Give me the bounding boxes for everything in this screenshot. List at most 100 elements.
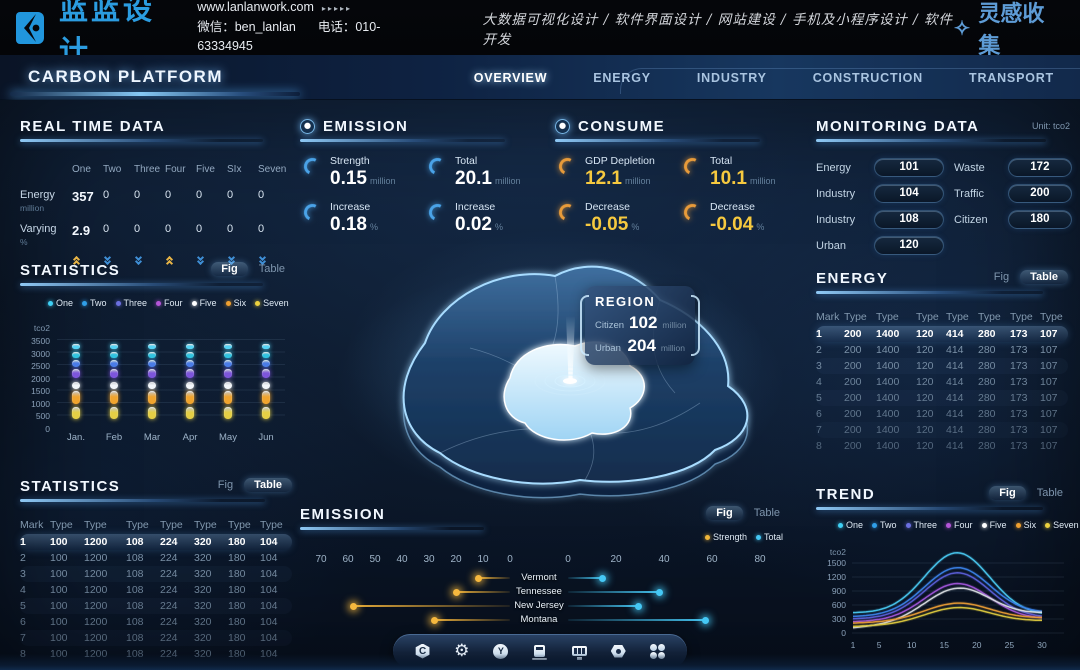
column-header: Type: [916, 311, 939, 323]
table-row[interactable]: 8 100 1200 108 224 320 180 104: [20, 646, 292, 662]
table-row[interactable]: 1 200 1400 120 414 280 173 107: [816, 326, 1068, 342]
cell-value: 357: [72, 189, 94, 204]
energy-table-panel: ENERGY Fig Table Mark Type Type Type Type Typ…: [816, 270, 1068, 454]
nav-item-industry[interactable]: INDUSTRY: [696, 70, 767, 85]
stat-unit: %: [369, 222, 378, 232]
trend-series-line: [852, 606, 1042, 628]
trend-legend-item[interactable]: Four: [946, 520, 973, 530]
emission-legend-item[interactable]: Total: [755, 532, 783, 542]
arc-gauge-icon: [556, 155, 579, 178]
chart-capsule-segment: [110, 344, 118, 350]
website-link[interactable]: www.lanlanwork.com: [197, 0, 314, 15]
table-row[interactable]: 6 200 1400 120 414 280 173 107: [816, 406, 1068, 422]
table-row[interactable]: 4 200 1400 120 414 280 173 107: [816, 374, 1068, 390]
total-dot: [634, 602, 642, 610]
fig-tab[interactable]: Fig: [217, 479, 234, 491]
consume-orb-icon: [555, 119, 570, 134]
table-row[interactable]: 8 200 1400 120 414 280 173 107: [816, 438, 1068, 454]
region-map[interactable]: [330, 228, 790, 510]
shield-c-icon[interactable]: C: [412, 640, 434, 662]
charging-station-icon[interactable]: [529, 640, 551, 662]
nav-item-transport[interactable]: TRANSPORT: [969, 70, 1054, 85]
table-tab[interactable]: Table: [258, 263, 285, 275]
table-tab[interactable]: Table: [753, 507, 780, 519]
region-tooltip[interactable]: REGION Citizen 102 million Urban 204 million: [580, 286, 700, 365]
cell-value: 120: [916, 440, 934, 452]
cell-value: 4: [816, 376, 822, 388]
table-row[interactable]: 2 100 1200 108 224 320 180 104: [20, 550, 292, 566]
arc-gauge-icon: [301, 201, 324, 224]
trend-legend-item[interactable]: Six: [1015, 520, 1036, 530]
table-tab[interactable]: Table: [1036, 487, 1063, 499]
cell-value: 320: [194, 632, 212, 644]
table-row[interactable]: 3 100 1200 108 224 320 180 104: [20, 566, 292, 582]
cell-value: 107: [1040, 408, 1058, 420]
nav-item-energy[interactable]: ENERGY: [593, 70, 651, 85]
svg-text:0: 0: [841, 628, 846, 638]
monitoring-row: Urban 120: [816, 236, 954, 255]
cell-value: 224: [160, 632, 178, 644]
emission-stat-items: Strength 0.15 million Total 20.1 million Incre…: [301, 155, 550, 234]
trend-legend-item[interactable]: Five: [981, 520, 1007, 530]
table-row[interactable]: 5 200 1400 120 414 280 173 107: [816, 390, 1068, 406]
inspiration-collect[interactable]: ✧ 灵感收集: [954, 0, 1060, 60]
row-unit: %: [20, 237, 28, 247]
table-row[interactable]: 6 100 1200 108 224 320 180 104: [20, 614, 292, 630]
total-bar: [568, 605, 638, 607]
statistics-legend-item[interactable]: Four: [156, 298, 183, 308]
gear-icon[interactable]: ⚙: [454, 640, 470, 661]
statistics-legend-item[interactable]: Three: [115, 298, 147, 308]
energy-data-table: Mark Type Type Type Type Type Type Type 1 200 1400…: [816, 308, 1068, 454]
stat-label: Increase: [330, 201, 371, 213]
stat-unit: %: [494, 222, 503, 232]
table-row[interactable]: 2 200 1400 120 414 280 173 107: [816, 342, 1068, 358]
cell-value: 280: [978, 440, 996, 452]
table-row[interactable]: 4 100 1200 108 224 320 180 104: [20, 582, 292, 598]
fig-tab[interactable]: Fig: [993, 271, 1010, 283]
apps-grid-icon[interactable]: [646, 640, 668, 662]
trend-legend-item[interactable]: Two: [872, 520, 897, 530]
row-label: Varying%: [20, 213, 72, 247]
nav-item-overview[interactable]: OVERVIEW: [473, 70, 548, 85]
x-tick-label: Mar: [143, 432, 161, 443]
trend-legend-item[interactable]: Seven: [1045, 520, 1079, 530]
legend-dot-icon: [872, 522, 878, 528]
statistics-legend-item[interactable]: Two: [82, 298, 107, 308]
chart-capsule-segment: [224, 390, 232, 405]
column-header: Type: [50, 519, 73, 531]
table-row[interactable]: 3 200 1400 120 414 280 173 107: [816, 358, 1068, 374]
table-tab[interactable]: Table: [244, 478, 292, 492]
table-row[interactable]: 7 200 1400 120 414 280 173 107: [816, 422, 1068, 438]
strength-bar: [456, 591, 510, 593]
cell-value: 120: [916, 360, 934, 372]
panel-title: ENERGY: [816, 270, 889, 287]
cell-value: 104: [260, 552, 278, 564]
emission-legend-item[interactable]: Strength: [704, 532, 747, 542]
statistics-legend-item[interactable]: Five: [191, 298, 217, 308]
chart-capsule-segment: [262, 390, 270, 405]
metric-value-pill: 101: [874, 158, 944, 177]
trend-legend-item[interactable]: Three: [905, 520, 937, 530]
monitoring-row: Industry 108: [816, 210, 954, 229]
strength-dot: [453, 588, 460, 596]
cell-value: 0: [227, 189, 234, 201]
display-chart-icon[interactable]: [568, 640, 590, 662]
fig-tab[interactable]: Fig: [989, 486, 1026, 500]
statistics-legend-item[interactable]: Six: [225, 298, 246, 308]
statistics-legend-item[interactable]: One: [48, 298, 73, 308]
table-row[interactable]: 5 100 1200 108 224 320 180 104: [20, 598, 292, 614]
emission-chart-panel: EMISSION Fig Table Strength Total 70 60 50 4…: [300, 506, 785, 634]
nut-icon[interactable]: [607, 640, 629, 662]
stat-item: Strength 0.15 million: [301, 155, 429, 188]
circle-y-icon[interactable]: Y: [490, 640, 512, 662]
statistics-legend-item[interactable]: Seven: [255, 298, 289, 308]
fig-tab[interactable]: Fig: [706, 506, 743, 520]
column-header: Type: [946, 311, 969, 323]
trend-legend-item[interactable]: One: [838, 520, 863, 530]
table-row[interactable]: 1 100 1200 108 224 320 180 104: [20, 534, 292, 550]
table-row[interactable]: 7 100 1200 108 224 320 180 104: [20, 630, 292, 646]
total-dot: [598, 574, 606, 582]
nav-item-construction[interactable]: CONSTRUCTION: [812, 70, 924, 85]
table-tab[interactable]: Table: [1020, 270, 1068, 284]
fig-tab[interactable]: Fig: [211, 262, 248, 276]
